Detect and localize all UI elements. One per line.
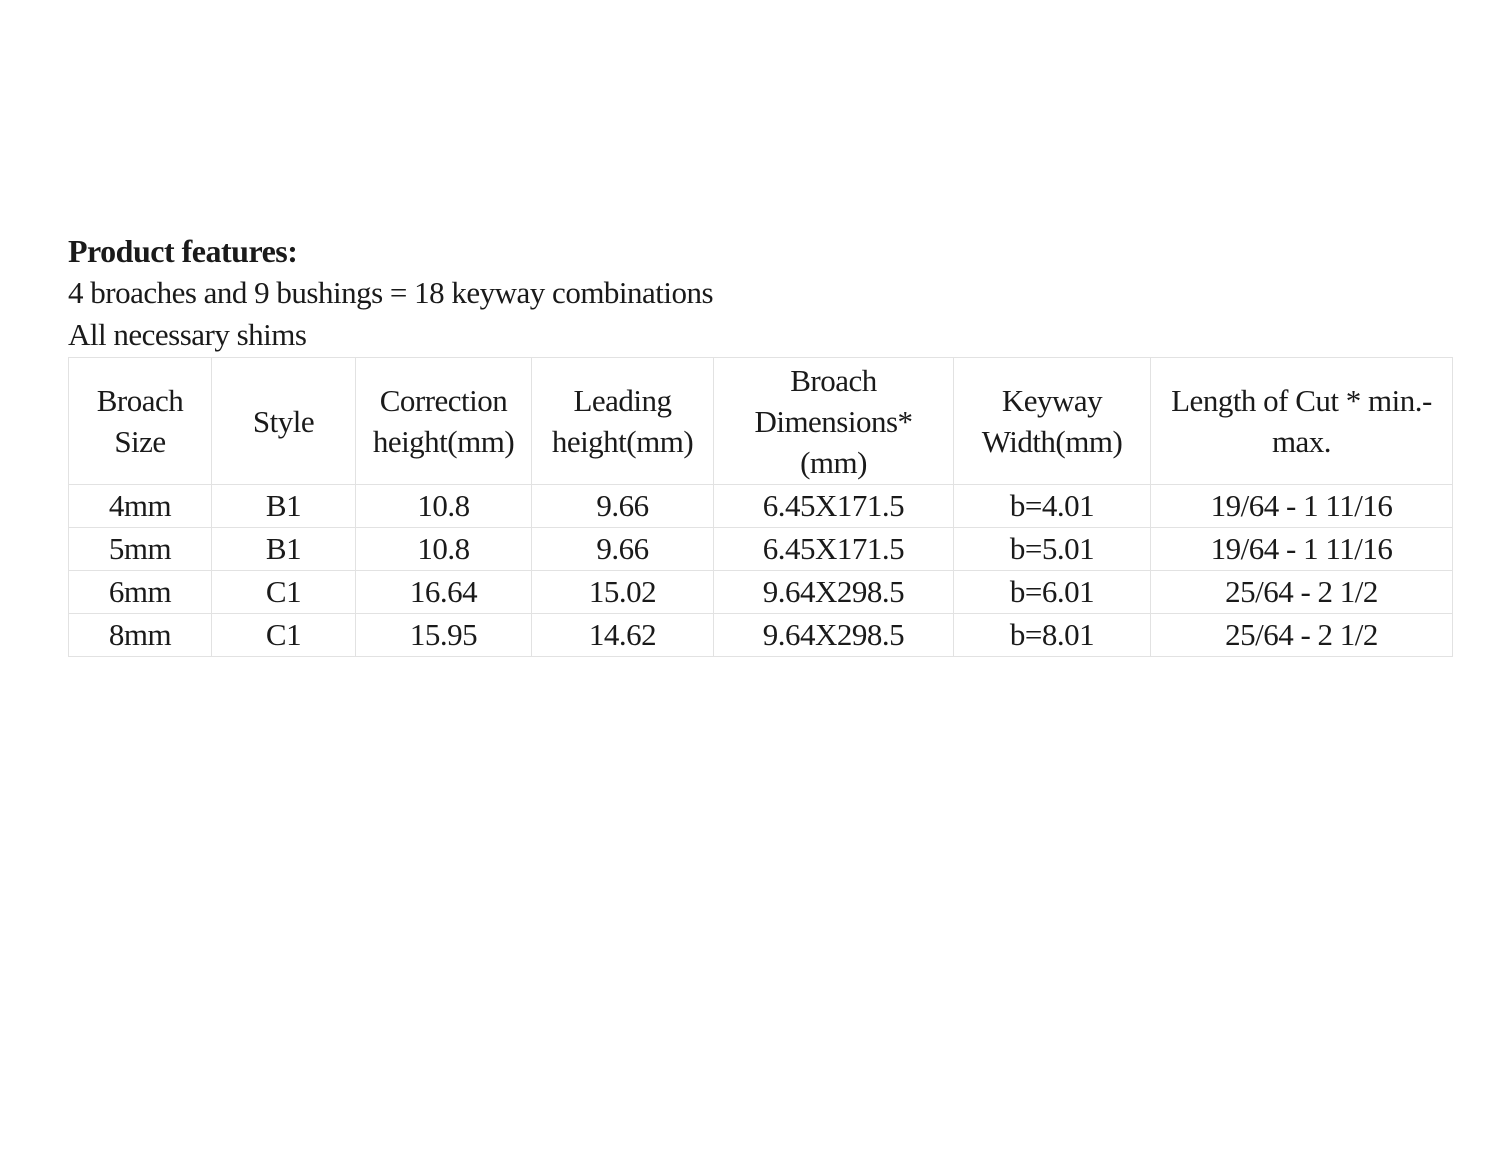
title: Product features: (68, 233, 298, 269)
column-header: Keyway Width(mm) (953, 357, 1151, 485)
header-line: Style (252, 403, 315, 439)
table-cell: b=8.01 (953, 613, 1151, 657)
column-header: Style (211, 357, 356, 485)
column-header: Length of Cut * min.- max. (1150, 357, 1453, 485)
table-row: 6mm C1 16.64 15.02 9.64X298.5 b=6.01 25/64 - 2… (68, 570, 1453, 614)
table-cell: 6.45X171.5 (713, 527, 954, 571)
table-cell: 8mm (68, 613, 212, 657)
table-cell: 9.64X298.5 (713, 613, 954, 657)
table-cell: b=6.01 (953, 570, 1151, 614)
column-header: Broach Size (68, 357, 212, 485)
table-cell: 6.45X171.5 (713, 484, 954, 528)
spec-table: Broach Size Style Correction height(mm) Leadi… (68, 357, 1453, 657)
table-head: Broach Size Style Correction height(mm) Leadi… (68, 357, 1453, 485)
header-line: Broach (96, 383, 184, 418)
table-cell: 16.64 (355, 570, 532, 614)
header-line: Broach (790, 362, 877, 398)
column-header: Leading height(mm) (531, 357, 714, 485)
table-body: 4mm B1 10.8 9.66 6.45X171.5 b=4.01 19/64 - 1 1… (68, 484, 1453, 657)
table-cell: B1 (211, 484, 356, 528)
header-line: height(mm) (551, 424, 694, 459)
table-cell: b=5.01 (953, 527, 1151, 571)
header-line: Width(mm) (981, 424, 1123, 459)
header-row: Broach Size Style Correction height(mm) Leadi… (68, 357, 1453, 485)
header-line: Length of Cut * min.- (1171, 383, 1432, 418)
table-cell: B1 (211, 527, 356, 571)
table-cell: C1 (211, 613, 356, 657)
table-cell: 9.66 (531, 527, 714, 571)
table-cell: 19/64 - 1 11/16 (1150, 484, 1453, 528)
table-cell: 6mm (68, 570, 212, 614)
header-line: height(mm) (372, 424, 515, 459)
table-row: 8mm C1 15.95 14.62 9.64X298.5 b=8.01 25/64 - 2… (68, 613, 1453, 657)
header-line: max. (1271, 424, 1332, 459)
table-cell: 9.66 (531, 484, 714, 528)
table-cell: 15.02 (531, 570, 714, 614)
column-header: Correction height(mm) (355, 357, 532, 485)
table-cell: 15.95 (355, 613, 532, 657)
table-cell: 4mm (68, 484, 212, 528)
feature-line: All necessary shims (68, 317, 307, 352)
header-line: Correction (379, 383, 508, 418)
header: Product features: 4 broaches and 9 bushi… (68, 230, 714, 356)
column-header: Broach Dimensions* (mm) (713, 357, 954, 485)
table-cell: C1 (211, 570, 356, 614)
table-cell: 5mm (68, 527, 212, 571)
table-cell: 10.8 (355, 527, 532, 571)
table-cell: b=4.01 (953, 484, 1151, 528)
header-line: Keyway (1001, 383, 1103, 418)
table-row: 4mm B1 10.8 9.66 6.45X171.5 b=4.01 19/64 - 1 1… (68, 484, 1453, 528)
header-line: Dimensions* (754, 403, 913, 439)
table-cell: 25/64 - 2 1/2 (1150, 570, 1453, 614)
header-line: (mm) (800, 444, 867, 480)
table-row: 5mm B1 10.8 9.66 6.45X171.5 b=5.01 19/64 - 1 1… (68, 527, 1453, 571)
table-cell: 25/64 - 2 1/2 (1150, 613, 1453, 657)
table-cell: 10.8 (355, 484, 532, 528)
header-line: Leading (573, 383, 672, 418)
table-cell: 9.64X298.5 (713, 570, 954, 614)
table-cell: 14.62 (531, 613, 714, 657)
feature-line: 4 broaches and 9 bushings = 18 keyway co… (68, 275, 714, 310)
table-cell: 19/64 - 1 11/16 (1150, 527, 1453, 571)
header-line: Size (114, 424, 166, 459)
